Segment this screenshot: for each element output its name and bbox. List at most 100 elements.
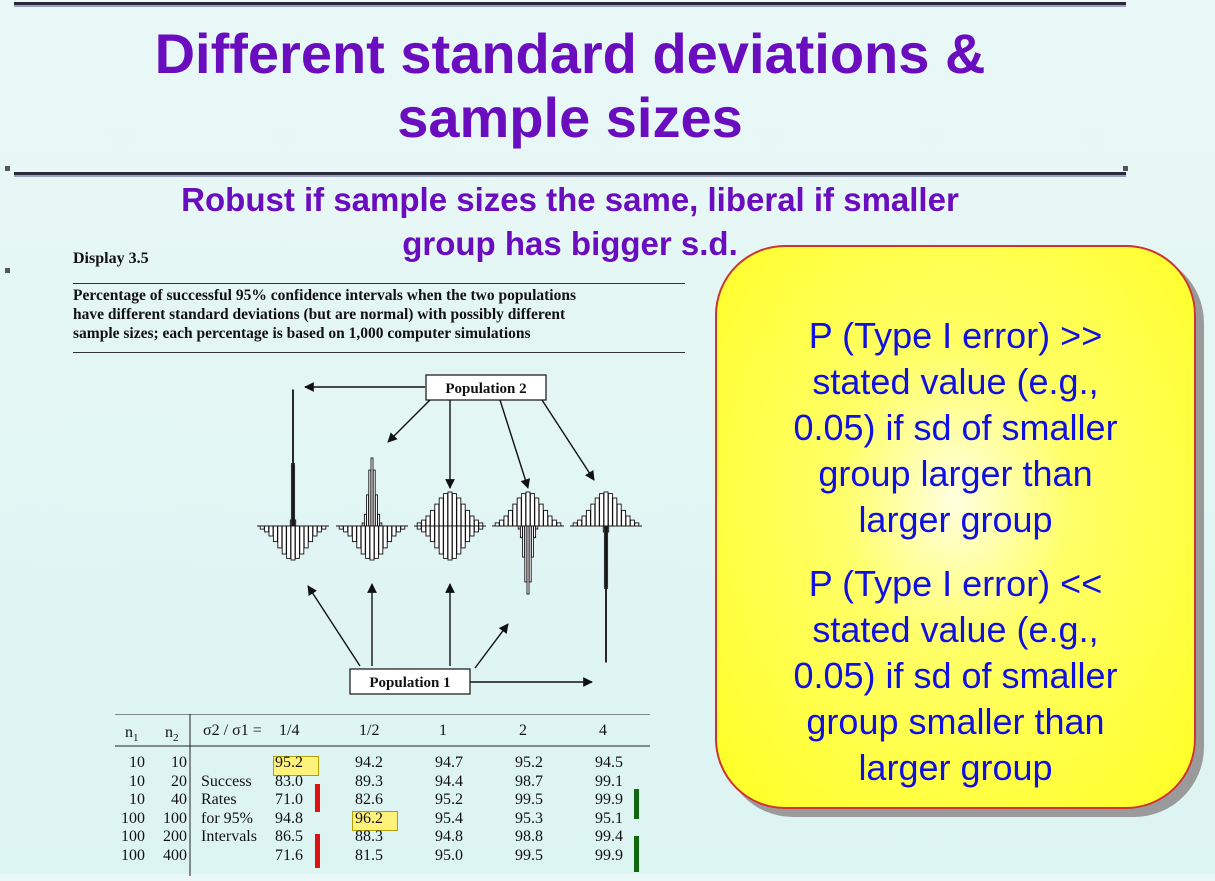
histogram-bar (517, 525, 521, 530)
population-1-label: Population 1 (369, 675, 450, 691)
divider (73, 352, 685, 353)
callout-line: stated value (e.g., (812, 361, 1099, 402)
histogram-bar (625, 515, 631, 527)
histogram-bar (316, 525, 322, 533)
histogram-bar (374, 494, 378, 527)
histogram-bar (429, 525, 435, 543)
histogram-bar (451, 493, 457, 527)
table-cell-value: 71.6 (275, 846, 303, 864)
histogram-bar (503, 515, 509, 527)
table-cell-n1: 10 (129, 772, 145, 790)
histogram-bar (577, 519, 583, 527)
histogram-bar (473, 525, 479, 533)
histograms (257, 389, 642, 663)
callout-line: P (Type I error) >> (808, 315, 1103, 356)
table-row-label: Rates (201, 791, 237, 808)
table-cell-n2: 10 (171, 754, 187, 771)
table-cell-value: 82.6 (355, 791, 383, 808)
histogram-bar (286, 525, 292, 559)
histogram-bar (443, 525, 449, 559)
callout-paragraph-liberal: P (Type I error) >> stated value (e.g., … (717, 313, 1194, 543)
population-histograms-figure: Population 2 Population 1 (257, 374, 642, 695)
histogram-bar (429, 509, 435, 527)
histogram-bar (421, 519, 427, 527)
green-mark (634, 789, 639, 819)
population-2-box (425, 374, 547, 401)
arrow (499, 399, 530, 489)
table-cell-value: 94.7 (435, 754, 463, 771)
table-cell-value: 94.8 (275, 809, 303, 827)
caption-line: sample sizes; each percentage is based o… (73, 325, 531, 342)
histogram-bar (607, 493, 613, 527)
histogram-bar (507, 509, 513, 527)
table-cell-n2: 20 (171, 772, 187, 790)
histogram-bar (294, 519, 297, 527)
table-cell-value: 88.3 (355, 828, 383, 845)
histogram-bar (469, 515, 475, 527)
callout-paragraph-conservative: P (Type I error) << stated value (e.g., … (717, 561, 1194, 791)
table-cell-value: 81.5 (355, 846, 383, 864)
table-cell-value: 95.2 (515, 754, 543, 771)
histogram-bar (572, 522, 578, 527)
histogram-bar (606, 525, 609, 589)
histogram-bar (551, 519, 557, 527)
table-cell-value: 99.1 (595, 772, 623, 790)
histogram-bar (365, 525, 371, 559)
table-cell-value: 94.5 (595, 754, 623, 771)
success-rate-table: n1 n2 σ2 / σ1 = 1/4 1/2 1 2 4 Success Rates fo… (115, 713, 660, 881)
display-caption: Percentage of successful 95% confidence … (73, 286, 693, 343)
histogram-bar (438, 525, 444, 555)
title-line: Different standard deviations & (154, 22, 986, 85)
histogram-bar (460, 503, 466, 527)
slide-subtitle: Robust if sample sizes the same, liberal… (60, 178, 1080, 266)
histogram-bar (525, 491, 531, 527)
histogram-bar (347, 525, 353, 537)
histogram-bar (460, 525, 466, 549)
histogram-bar (634, 522, 640, 527)
table-cell-n1: 100 (121, 846, 145, 864)
table-header-n2: n2 (165, 724, 179, 745)
callout-line: larger group (858, 747, 1053, 788)
table-cell-value: 95.0 (435, 846, 463, 864)
histogram-bar (543, 509, 549, 527)
histogram-bar (363, 513, 367, 527)
table-header-ratio: σ2 / σ1 = (203, 722, 262, 739)
table-cell-value: 71.0 (275, 791, 303, 808)
table-column-header: 4 (599, 722, 607, 739)
histogram-bar (605, 525, 607, 663)
histogram-bar (268, 525, 274, 537)
title-line: sample sizes (397, 86, 743, 149)
histogram-bar (370, 457, 374, 527)
callout-line: stated value (e.g., (812, 609, 1099, 650)
histogram-bar (379, 522, 383, 527)
histogram-bar (372, 469, 376, 527)
table-grid (115, 713, 650, 876)
population-1-box (349, 668, 471, 695)
arrows (304, 382, 595, 687)
histogram-bar (585, 509, 591, 527)
histogram-bar (360, 525, 366, 555)
table-cell-value: 99.5 (515, 846, 543, 864)
histogram-bar (528, 525, 532, 583)
histogram-bar (456, 525, 462, 555)
histogram-bar (519, 525, 523, 539)
histogram-bar (351, 525, 357, 543)
table-cell-value: 94.2 (355, 754, 383, 771)
arrow (387, 399, 431, 443)
highlight-box (273, 756, 319, 776)
histogram-bar (272, 525, 278, 543)
table-cell-value: 99.9 (595, 846, 623, 864)
histogram-bar (416, 522, 422, 527)
histogram-bar (343, 525, 349, 533)
bullet-dot (5, 268, 10, 273)
slide-title: Different standard deviations & sample s… (60, 22, 1080, 150)
histogram-bar (629, 519, 635, 527)
table-cell-value: 99.4 (595, 828, 623, 845)
divider (73, 283, 685, 284)
subtitle-line: group has bigger s.d. (402, 225, 738, 262)
caption-line: Percentage of successful 95% confidence … (73, 287, 577, 304)
histogram-bar (434, 503, 440, 527)
table-cell-n2: 400 (163, 846, 187, 864)
histogram-bar (538, 503, 544, 527)
callout-line: P (Type I error) << (808, 563, 1103, 604)
